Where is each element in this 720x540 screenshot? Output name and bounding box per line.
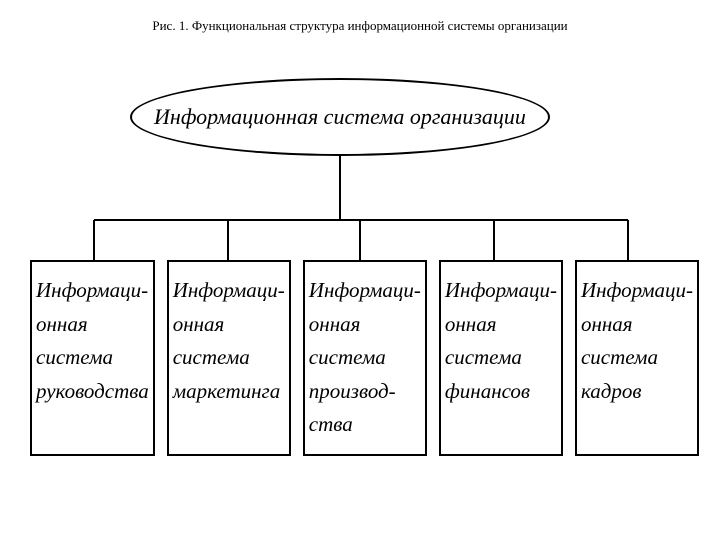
child-node-line: маркетинга	[173, 375, 285, 409]
root-node-label: Информационная система организации	[154, 104, 526, 130]
child-node-3: Информаци-оннаясистемафинансов	[439, 260, 563, 456]
child-node-line: Информаци-	[581, 274, 693, 308]
child-node-line: Информаци-	[36, 274, 149, 308]
child-node-line: кадров	[581, 375, 693, 409]
child-node-line: финансов	[445, 375, 557, 409]
child-node-2: Информаци-оннаясистемапроизвод-ства	[303, 260, 427, 456]
children-row: Информаци-оннаясистемаруководстваИнформа…	[30, 260, 690, 456]
child-node-line: онная	[173, 308, 285, 342]
child-node-line: онная	[581, 308, 693, 342]
child-node-line: онная	[36, 308, 149, 342]
child-node-4: Информаци-оннаясистемакадров	[575, 260, 699, 456]
child-node-line: Информаци-	[309, 274, 421, 308]
child-node-line: руководства	[36, 375, 149, 409]
child-node-line: система	[445, 341, 557, 375]
child-node-line: Информаци-	[173, 274, 285, 308]
child-node-line: онная	[309, 308, 421, 342]
child-node-line: система	[581, 341, 693, 375]
child-node-line: система	[36, 341, 149, 375]
child-node-1: Информаци-оннаясистемамаркетинга	[167, 260, 291, 456]
child-node-line: производ-	[309, 375, 421, 409]
child-node-line: ства	[309, 408, 421, 442]
child-node-line: Информаци-	[445, 274, 557, 308]
child-node-line: система	[309, 341, 421, 375]
root-node: Информационная система организации	[130, 78, 550, 156]
child-node-line: онная	[445, 308, 557, 342]
child-node-line: система	[173, 341, 285, 375]
child-node-0: Информаци-оннаясистемаруководства	[30, 260, 155, 456]
figure-caption: Рис. 1. Функциональная структура информа…	[0, 18, 720, 34]
